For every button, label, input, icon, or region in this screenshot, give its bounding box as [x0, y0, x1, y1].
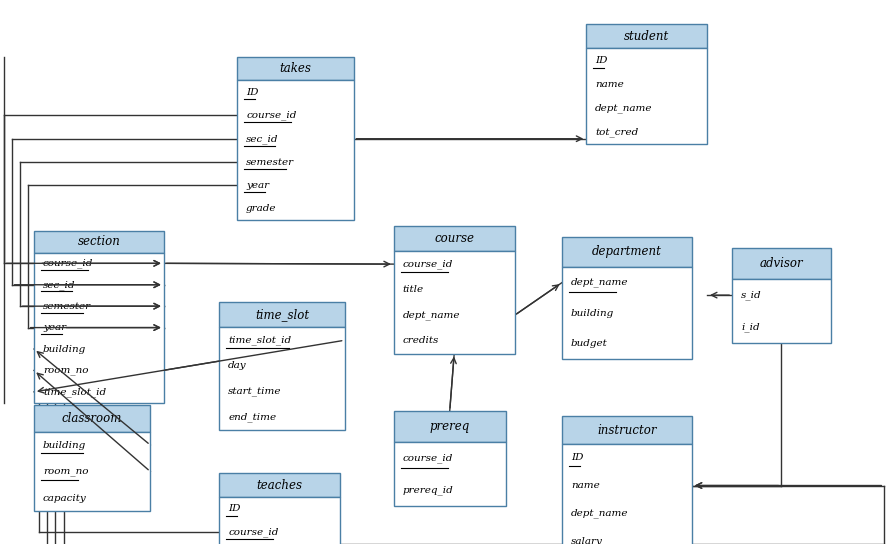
Text: building: building [570, 308, 613, 318]
Bar [34, 405, 150, 432]
Bar [34, 231, 164, 252]
Text: semester: semester [246, 158, 294, 166]
Text: room_no: room_no [43, 366, 89, 375]
Text: sec_id: sec_id [43, 280, 75, 289]
Bar [731, 248, 830, 279]
Text: course_id: course_id [228, 527, 278, 537]
Bar [561, 237, 691, 267]
Text: credits: credits [402, 336, 439, 345]
Text: grade: grade [246, 204, 276, 213]
Text: teaches: teaches [257, 479, 302, 492]
Bar [34, 432, 150, 511]
Text: advisor: advisor [759, 257, 802, 270]
Bar [219, 327, 344, 430]
Text: section: section [78, 236, 120, 249]
Text: time_slot_id: time_slot_id [43, 387, 106, 397]
Text: tot_cred: tot_cred [595, 127, 637, 137]
Text: room_no: room_no [43, 467, 89, 476]
Text: name: name [570, 481, 599, 490]
Bar [561, 444, 691, 544]
Text: dept_name: dept_name [570, 509, 628, 518]
Text: ID: ID [595, 56, 607, 65]
Bar [586, 48, 706, 144]
Bar [561, 267, 691, 359]
Text: year: year [43, 323, 66, 332]
Bar [393, 442, 505, 506]
Text: name: name [595, 80, 623, 89]
Bar [237, 57, 353, 81]
Text: course_id: course_id [402, 259, 452, 269]
Bar [393, 251, 514, 354]
Bar [731, 279, 830, 343]
Text: sec_id: sec_id [246, 134, 278, 144]
Text: instructor: instructor [596, 424, 656, 436]
Text: time_slot: time_slot [255, 308, 308, 321]
Text: course_id: course_id [246, 110, 296, 120]
Text: i_id: i_id [740, 322, 759, 332]
Text: capacity: capacity [43, 493, 87, 503]
Bar [393, 411, 505, 442]
Bar [586, 24, 706, 48]
Text: dept_name: dept_name [402, 311, 460, 320]
Text: ID: ID [228, 504, 240, 513]
Bar [34, 252, 164, 403]
Text: prereq: prereq [429, 420, 469, 433]
Text: year: year [246, 181, 269, 190]
Text: salary: salary [570, 536, 603, 544]
Text: student: student [623, 30, 669, 43]
Bar [219, 473, 340, 497]
Text: ID: ID [570, 453, 583, 462]
Text: classroom: classroom [62, 412, 122, 425]
Text: course_id: course_id [402, 454, 452, 463]
Bar [393, 226, 514, 251]
Text: semester: semester [43, 302, 91, 311]
Text: building: building [43, 344, 86, 354]
Bar [237, 81, 353, 220]
Text: time_slot_id: time_slot_id [228, 336, 291, 345]
Text: day: day [228, 361, 247, 370]
Text: takes: takes [279, 62, 311, 75]
Text: title: title [402, 285, 424, 294]
Bar [561, 416, 691, 444]
Text: start_time: start_time [228, 387, 282, 396]
Text: budget: budget [570, 339, 607, 348]
Text: department: department [591, 245, 662, 258]
Bar [219, 497, 340, 544]
Text: course: course [434, 232, 474, 245]
Text: dept_name: dept_name [595, 103, 652, 113]
Bar [219, 302, 344, 327]
Text: building: building [43, 441, 86, 449]
Text: ID: ID [246, 88, 258, 97]
Text: dept_name: dept_name [570, 277, 628, 287]
Text: course_id: course_id [43, 258, 93, 268]
Text: s_id: s_id [740, 290, 761, 300]
Text: end_time: end_time [228, 412, 276, 422]
Text: prereq_id: prereq_id [402, 485, 453, 495]
